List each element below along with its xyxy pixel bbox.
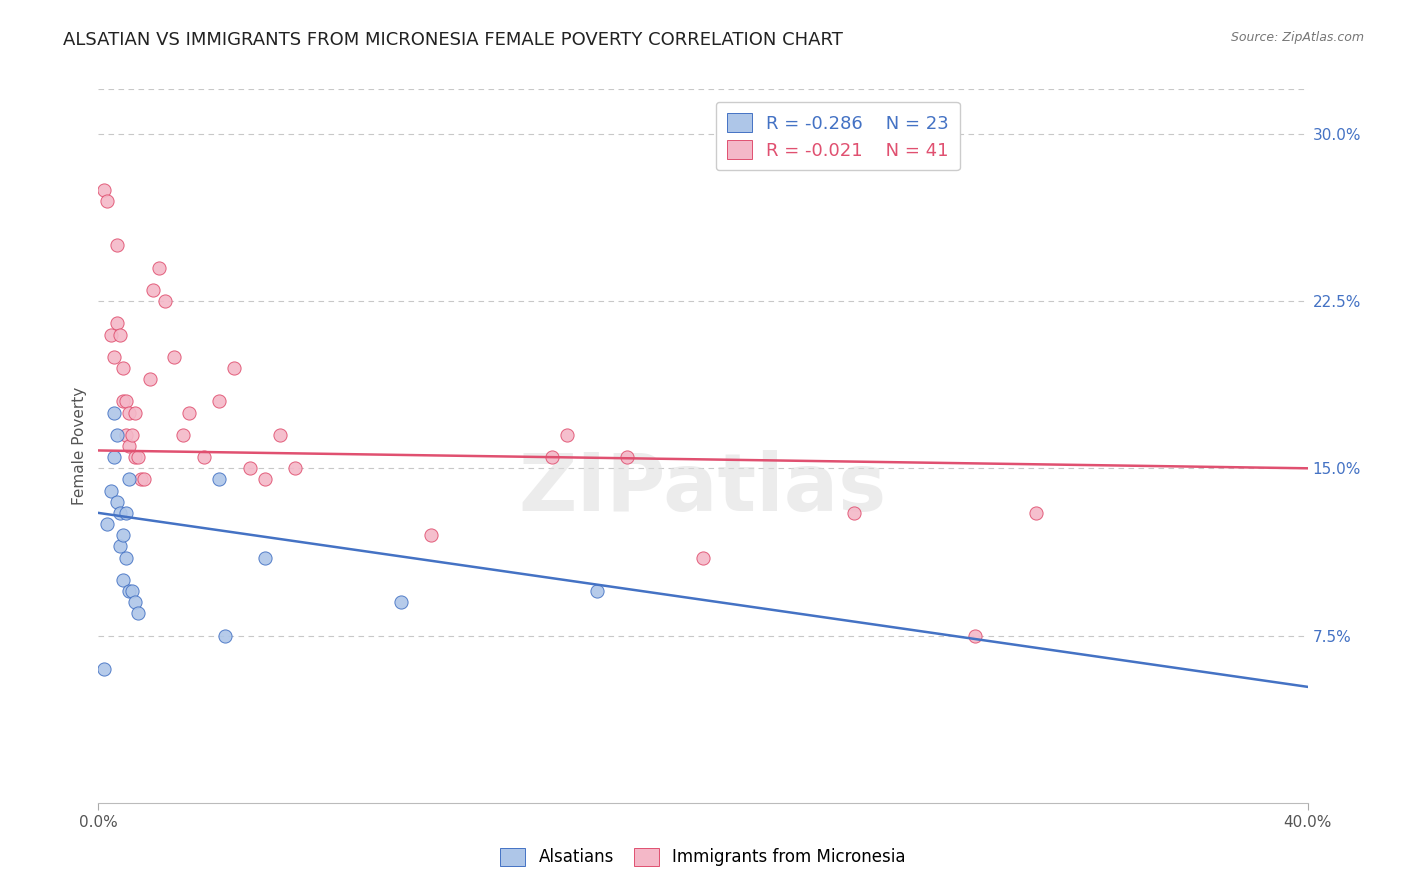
Text: Source: ZipAtlas.com: Source: ZipAtlas.com bbox=[1230, 31, 1364, 45]
Point bbox=[172, 427, 194, 442]
Point bbox=[118, 473, 141, 487]
Point bbox=[96, 194, 118, 208]
Point bbox=[111, 573, 134, 587]
Point bbox=[111, 394, 134, 409]
Point bbox=[616, 450, 638, 464]
Point bbox=[139, 372, 162, 386]
Legend: Alsatians, Immigrants from Micronesia: Alsatians, Immigrants from Micronesia bbox=[494, 841, 912, 873]
Point bbox=[121, 583, 143, 598]
Point bbox=[103, 405, 125, 419]
Point bbox=[124, 450, 146, 464]
Point bbox=[114, 394, 136, 409]
Point bbox=[124, 405, 146, 419]
Point bbox=[129, 473, 152, 487]
Point bbox=[253, 473, 276, 487]
Point bbox=[118, 439, 141, 453]
Point bbox=[111, 360, 134, 375]
Point bbox=[100, 483, 122, 498]
Point bbox=[269, 427, 291, 442]
Point bbox=[103, 350, 125, 364]
Point bbox=[108, 539, 131, 553]
Point bbox=[239, 461, 262, 475]
Point bbox=[93, 662, 115, 676]
Point bbox=[121, 427, 143, 442]
Point bbox=[208, 473, 231, 487]
Point bbox=[284, 461, 307, 475]
Point bbox=[118, 405, 141, 419]
Point bbox=[114, 506, 136, 520]
Point bbox=[208, 394, 231, 409]
Text: ZIPatlas: ZIPatlas bbox=[519, 450, 887, 528]
Point bbox=[108, 327, 131, 342]
Text: ALSATIAN VS IMMIGRANTS FROM MICRONESIA FEMALE POVERTY CORRELATION CHART: ALSATIAN VS IMMIGRANTS FROM MICRONESIA F… bbox=[63, 31, 844, 49]
Point bbox=[105, 238, 128, 252]
Point bbox=[103, 450, 125, 464]
Point bbox=[142, 283, 165, 297]
Point bbox=[108, 506, 131, 520]
Point bbox=[124, 595, 146, 609]
Point bbox=[586, 583, 609, 598]
Point bbox=[96, 516, 118, 531]
Point bbox=[844, 506, 866, 520]
Point bbox=[193, 450, 215, 464]
Point bbox=[153, 293, 176, 308]
Legend: R = -0.286    N = 23, R = -0.021    N = 41: R = -0.286 N = 23, R = -0.021 N = 41 bbox=[716, 102, 960, 170]
Point bbox=[540, 450, 562, 464]
Point bbox=[118, 583, 141, 598]
Point bbox=[100, 327, 122, 342]
Point bbox=[163, 350, 186, 364]
Point bbox=[105, 316, 128, 330]
Point bbox=[114, 550, 136, 565]
Point bbox=[214, 628, 236, 642]
Point bbox=[127, 607, 149, 621]
Point bbox=[93, 182, 115, 196]
Point bbox=[114, 427, 136, 442]
Point bbox=[965, 628, 987, 642]
Point bbox=[132, 473, 155, 487]
Point bbox=[420, 528, 443, 542]
Point bbox=[253, 550, 276, 565]
Point bbox=[111, 528, 134, 542]
Point bbox=[127, 450, 149, 464]
Point bbox=[692, 550, 714, 565]
Point bbox=[105, 494, 128, 508]
Point bbox=[555, 427, 578, 442]
Point bbox=[389, 595, 412, 609]
Point bbox=[179, 405, 201, 419]
Point bbox=[148, 260, 170, 275]
Point bbox=[224, 360, 246, 375]
Point bbox=[105, 427, 128, 442]
Point bbox=[1024, 506, 1046, 520]
Y-axis label: Female Poverty: Female Poverty bbox=[72, 387, 87, 505]
